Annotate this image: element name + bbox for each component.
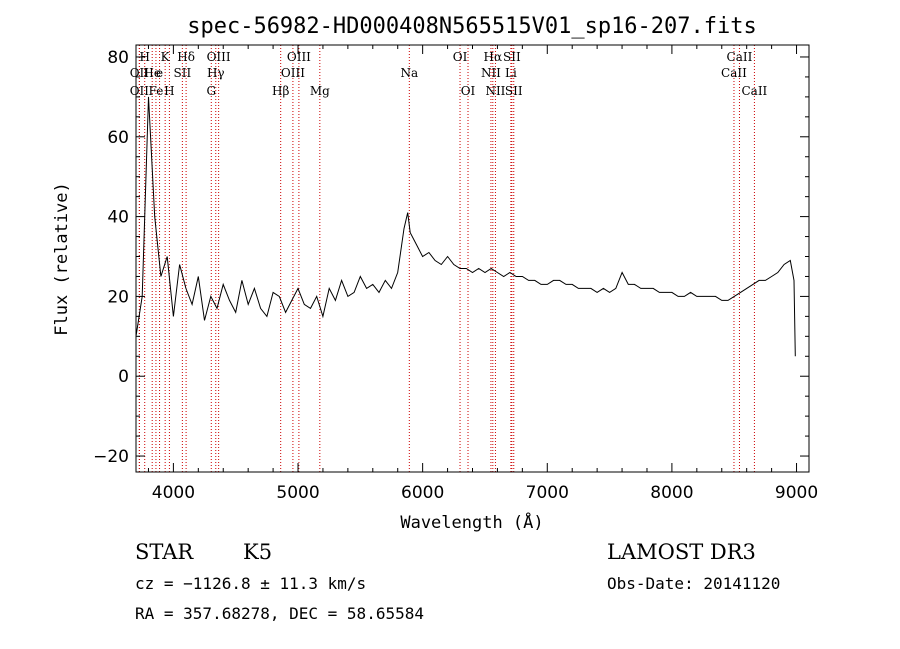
x-tick-label: 6000: [401, 483, 444, 503]
line-label: Li: [505, 66, 517, 80]
line-label: CaII: [727, 50, 753, 64]
observation-date: Obs-Date: 20141120: [607, 574, 781, 593]
line-label: OII: [130, 84, 150, 98]
line-label: CaII: [741, 84, 767, 98]
line-label: CaII: [721, 66, 747, 80]
y-tick-label: 0: [118, 367, 129, 387]
line-label: K: [161, 50, 171, 64]
object-subclass: K5: [243, 540, 273, 564]
line-label: SII: [174, 66, 192, 80]
x-tick-label: 7000: [526, 483, 569, 503]
x-tick-label: 9000: [775, 483, 818, 503]
line-label: OIII: [287, 50, 311, 64]
line-label: Hγ: [207, 66, 225, 80]
spectrum-line: [135, 96, 796, 357]
line-label: Hδ: [177, 50, 195, 64]
chart-title: spec-56982-HD000408N565515V01_sp16-207.f…: [187, 14, 757, 39]
line-label: OIII: [207, 50, 231, 64]
y-tick-label: −20: [93, 447, 129, 467]
line-label: e: [156, 66, 163, 80]
line-label: Hα: [484, 50, 503, 64]
line-label: OI: [461, 84, 476, 98]
x-tick-label: 4000: [152, 483, 195, 503]
line-label: Hβ: [272, 84, 289, 98]
line-label: Na: [400, 66, 418, 80]
line-label: He: [143, 66, 161, 80]
x-axis-label: Wavelength (Å): [400, 511, 543, 533]
line-label: SII: [505, 84, 523, 98]
line-label: G: [206, 84, 216, 98]
emission-line-markers: [138, 45, 755, 472]
x-tick-label: 8000: [650, 483, 693, 503]
line-label: OIII: [281, 66, 305, 80]
line-label: H: [164, 84, 174, 98]
line-label: OI: [453, 50, 468, 64]
line-label: NII: [481, 66, 501, 80]
line-label: Fe: [149, 84, 164, 98]
redshift-velocity: cz = −1126.8 ± 11.3 km/s: [135, 574, 367, 593]
x-axis-ticks: 4000 5000 6000 7000 8000 9000: [147, 45, 818, 503]
line-label: NII: [485, 84, 505, 98]
line-label: OII: [130, 66, 150, 80]
coordinates: RA = 357.68278, DEC = 58.65584: [135, 604, 424, 623]
line-label: Mg: [310, 84, 330, 98]
line-label: SII: [503, 50, 521, 64]
y-tick-label: 20: [107, 287, 129, 307]
y-axis-label: Flux (relative): [52, 182, 72, 336]
x-tick-label: 5000: [276, 483, 319, 503]
y-axis-ticks: −20 0 20 40 60 80: [93, 48, 809, 467]
y-tick-label: 80: [107, 48, 129, 68]
survey-name: LAMOST DR3: [607, 540, 756, 564]
y-tick-label: 60: [107, 128, 129, 148]
object-class: STAR: [135, 540, 194, 564]
y-tick-label: 40: [107, 208, 129, 228]
plot-frame: [135, 44, 810, 473]
